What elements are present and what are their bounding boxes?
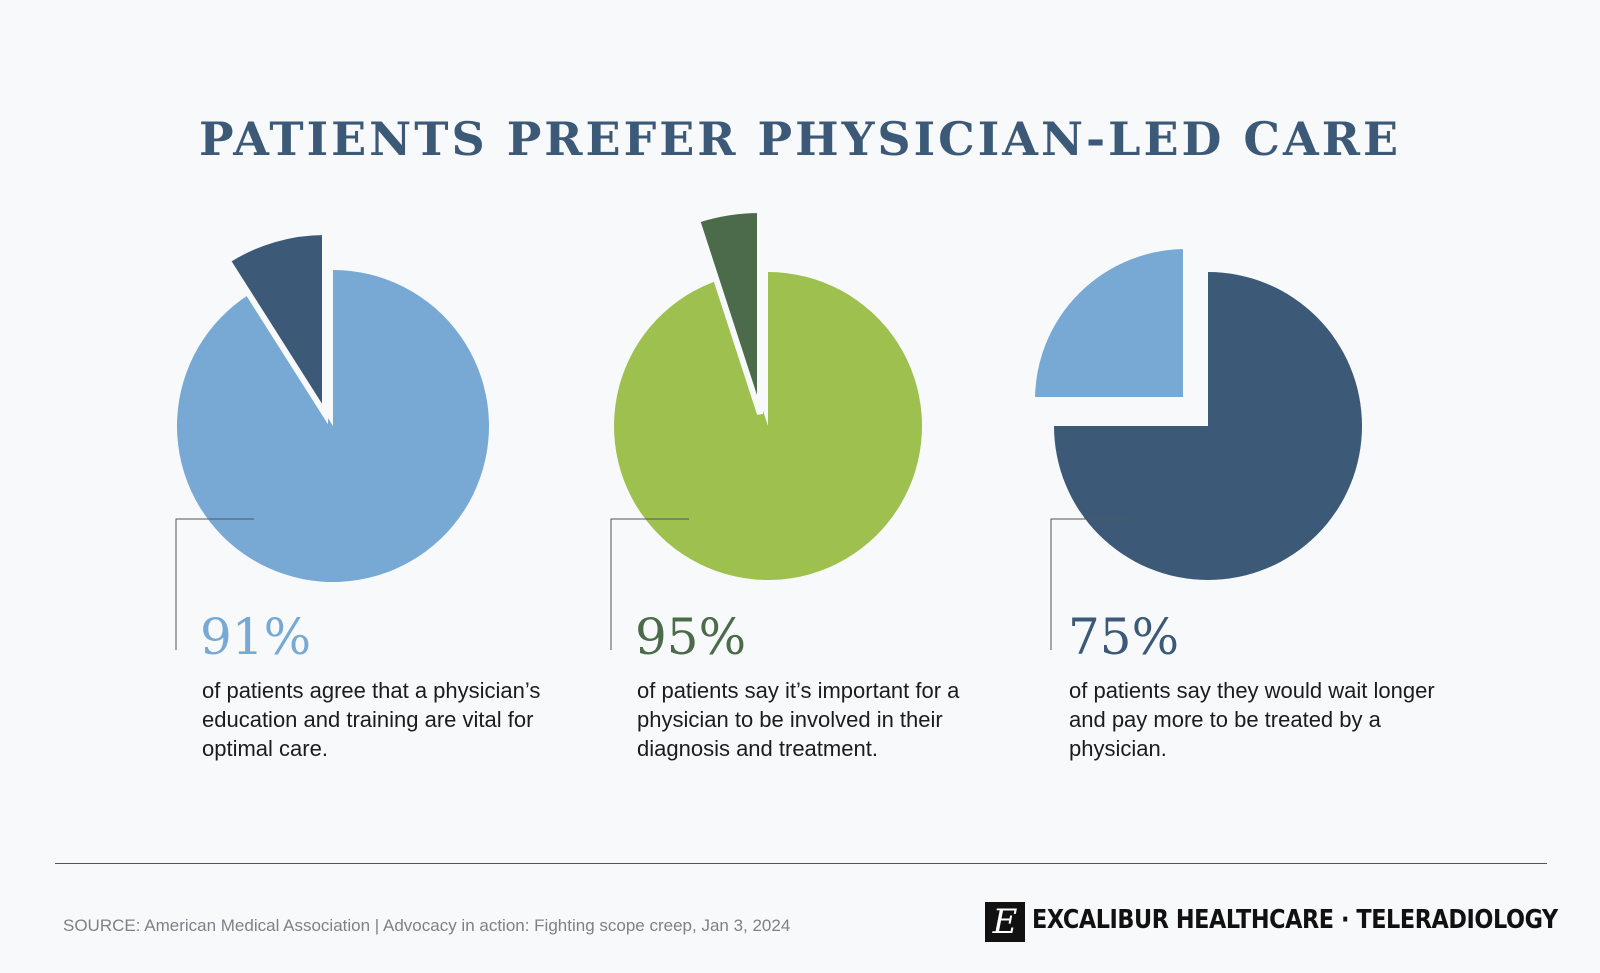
pie-2-main-slice (614, 272, 922, 580)
brand-name: EXCALIBUR HEALTHCARE · TELERADIOLOGY (1032, 905, 1558, 935)
brand-logo: E EXCALIBUR HEALTHCARE · TELERADIOLOGY (985, 902, 1545, 942)
footer-divider (55, 863, 1547, 864)
excalibur-logo-icon: E (985, 902, 1025, 942)
pie-panel-1: 91% of patients agree that a physician’s… (165, 0, 635, 800)
pie-3-value-label: 75% (1068, 612, 1179, 662)
pie-1-main-slice (177, 270, 489, 582)
pie-panel-2: 95% of patients say it’s important for a… (600, 0, 1070, 800)
source-citation: SOURCE: American Medical Association | A… (63, 916, 790, 936)
pie-2-description: of patients say it’s important for a phy… (637, 676, 1017, 763)
pie-3-exploded-slice (1032, 246, 1186, 400)
pie-3-description: of patients say they would wait longer a… (1069, 676, 1449, 763)
pie-1-value-label: 91% (200, 612, 311, 662)
pie-panel-3: 75% of patients say they would wait long… (1040, 0, 1510, 800)
pie-1-description: of patients agree that a physician’s edu… (202, 676, 582, 763)
pie-2-value-label: 95% (635, 612, 746, 662)
